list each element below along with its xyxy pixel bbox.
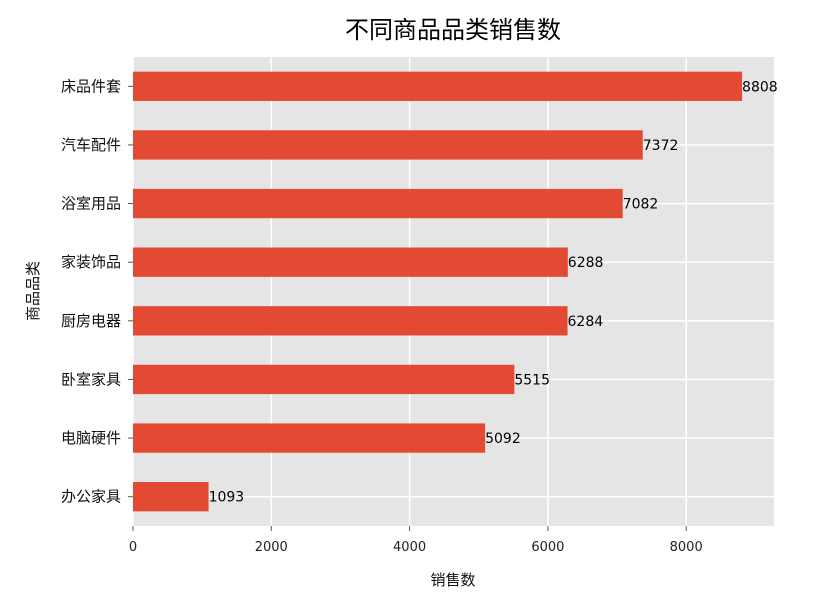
data-label: 1093	[209, 490, 245, 506]
x-tick-labels: 0 2000 4000 6000 8000	[129, 526, 703, 555]
bar	[133, 71, 743, 101]
data-label: 6288	[568, 255, 604, 271]
category-label: 家装饰品	[61, 253, 121, 271]
category-label: 浴室用品	[61, 195, 121, 213]
bars	[133, 71, 743, 512]
bar	[133, 482, 209, 512]
category-label: 汽车配件	[61, 136, 121, 154]
data-label: 7372	[643, 138, 679, 154]
category-label: 床品件套	[61, 77, 121, 95]
x-tick-label: 8000	[670, 540, 703, 555]
bar	[133, 130, 643, 160]
x-tick-label: 4000	[393, 540, 426, 555]
bar	[133, 188, 623, 219]
x-tick-label: 6000	[531, 540, 564, 555]
y-axis-label: 商品品类	[24, 261, 42, 321]
bar	[133, 364, 515, 395]
x-tick-label: 0	[129, 540, 137, 555]
x-axis-label: 销售数	[430, 571, 475, 589]
category-label: 卧室家具	[61, 370, 121, 388]
data-labels: 8808 7372 7082 6288 6284 5515 5092 1093	[209, 79, 778, 505]
data-label: 6284	[568, 314, 604, 330]
chart-title: 不同商品品类销售数	[345, 16, 561, 44]
bar	[133, 306, 568, 336]
bar	[133, 423, 486, 453]
category-label: 电脑硬件	[61, 429, 121, 447]
data-label: 7082	[623, 197, 659, 213]
category-label: 办公家具	[61, 488, 121, 506]
bar	[133, 247, 568, 277]
plot-area	[133, 57, 774, 526]
category-label: 厨房电器	[61, 312, 121, 330]
data-label: 8808	[742, 79, 778, 95]
data-label: 5092	[485, 431, 521, 447]
x-tick-label: 2000	[255, 540, 288, 555]
data-label: 5515	[514, 372, 550, 388]
